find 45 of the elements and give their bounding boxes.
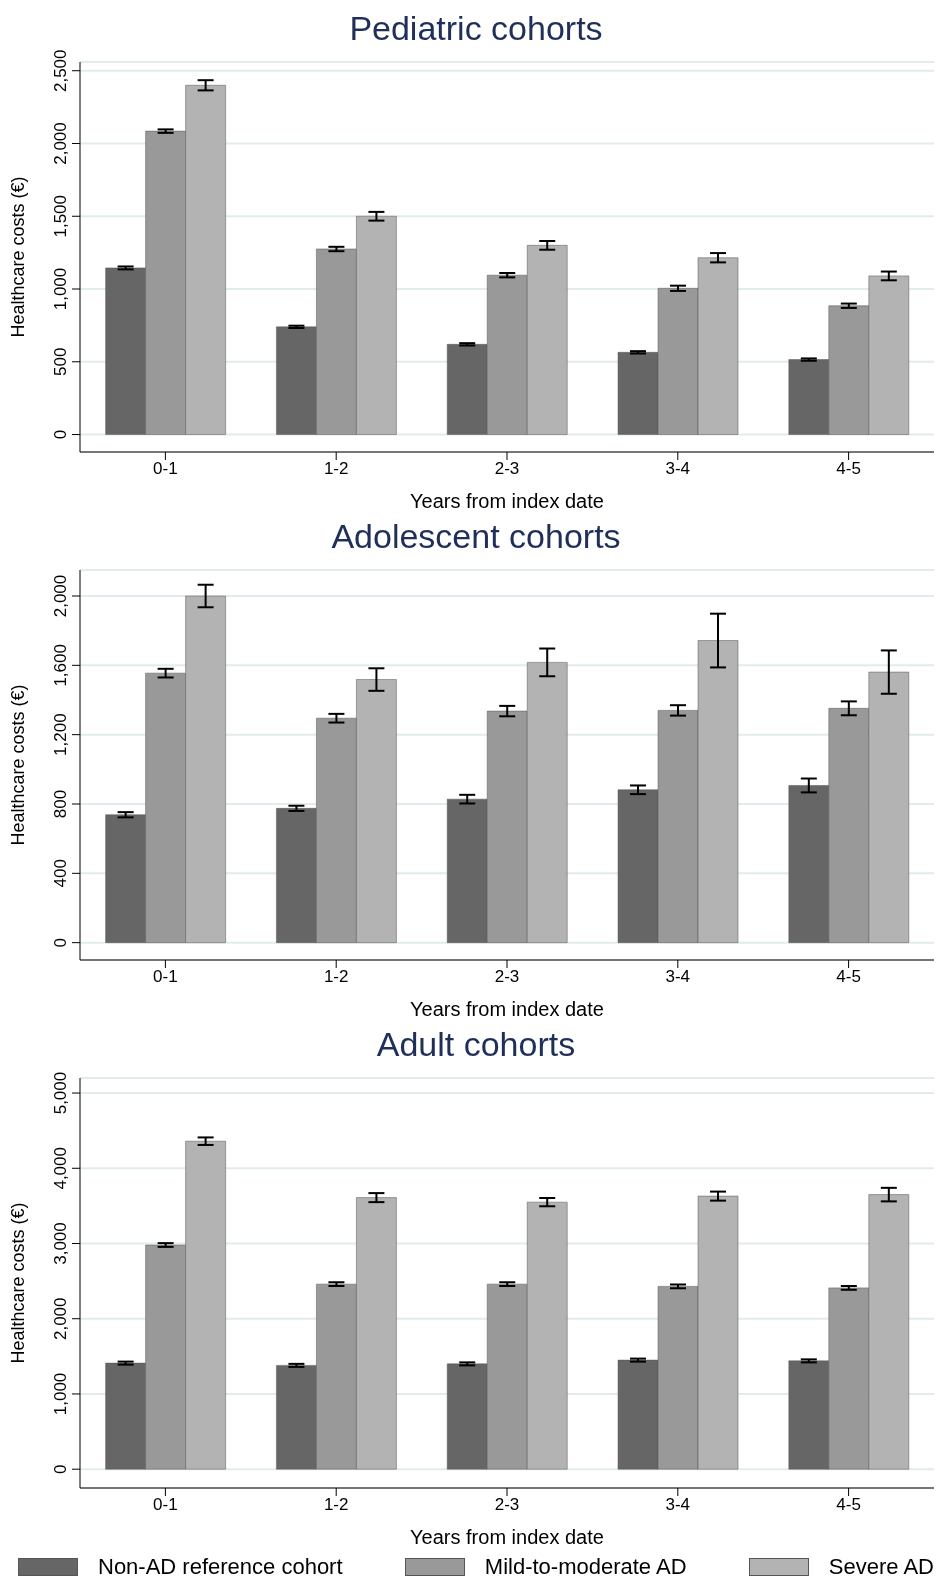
chart-title: Adolescent cohorts (330, 516, 622, 556)
chart-title: Pediatric cohorts (348, 8, 604, 48)
x-tick-label: 0-1 (153, 967, 178, 987)
x-tick-label: 2-3 (494, 459, 520, 479)
y-tick-label: 2,000 (51, 1297, 70, 1341)
y-tick-label: 5,000 (51, 1071, 70, 1115)
x-axis-title: Years from index date (410, 998, 604, 1020)
x-tick-label: 2-3 (494, 967, 520, 987)
x-tick-label: 3-4 (665, 459, 691, 479)
chart-title: Adult cohorts (375, 1024, 577, 1064)
y-axis-title: Healthcare costs (€) (8, 1202, 29, 1364)
x-tick-label: 4-5 (836, 967, 861, 987)
legend-label: Non-AD reference cohort (98, 1554, 343, 1580)
x-tick-label: 1-2 (323, 967, 349, 987)
y-tick-label: 0 (51, 937, 70, 948)
legend-label: Mild-to-moderate AD (484, 1554, 687, 1580)
y-tick-label: 2,000 (51, 574, 70, 618)
y-tick-label: 1,000 (51, 1372, 70, 1416)
x-tick-label: 1-2 (323, 459, 349, 479)
y-tick-label: 0 (51, 429, 70, 440)
y-tick-label: 1,500 (51, 194, 70, 238)
y-tick-label: 4,000 (51, 1147, 70, 1190)
y-axis-title: Healthcare costs (€) (8, 176, 29, 338)
y-tick-label: 2,000 (51, 122, 70, 165)
y-tick-label: 1,600 (51, 644, 70, 687)
y-tick-label: 400 (51, 859, 70, 888)
x-tick-label: 0-1 (153, 1495, 178, 1515)
y-tick-label: 500 (51, 347, 70, 376)
y-tick-label: 0 (51, 1464, 70, 1474)
legend-label: Severe AD (828, 1554, 934, 1580)
x-tick-label: 2-3 (494, 1495, 520, 1515)
y-tick-label: 1,000 (51, 267, 70, 311)
y-tick-label: 3,000 (51, 1222, 70, 1265)
x-tick-label: 3-4 (665, 1495, 691, 1515)
x-axis-title: Years from index date (410, 1526, 604, 1548)
y-tick-label: 1,200 (51, 713, 70, 756)
y-tick-label: 800 (51, 789, 70, 819)
y-tick-label: 2,500 (51, 49, 70, 92)
y-axis-title: Healthcare costs (€) (8, 684, 29, 846)
x-axis-title: Years from index date (410, 490, 604, 512)
x-tick-label: 0-1 (153, 459, 178, 479)
x-tick-label: 4-5 (836, 1495, 861, 1515)
x-tick-label: 3-4 (665, 967, 691, 987)
x-tick-label: 1-2 (323, 1495, 349, 1515)
x-tick-label: 4-5 (836, 459, 861, 479)
